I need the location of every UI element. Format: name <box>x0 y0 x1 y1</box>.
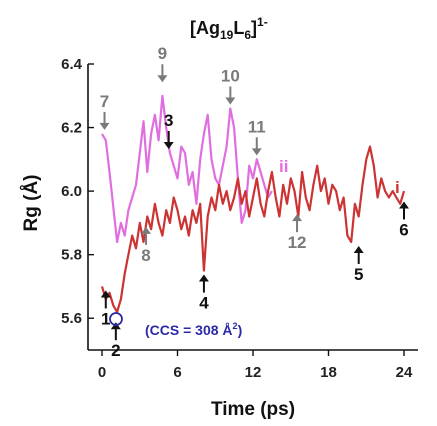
series-line-i <box>100 145 406 313</box>
y-tick-label: 5.6 <box>61 310 82 327</box>
ccs-label-close: ) <box>238 322 243 338</box>
annotation-2: 2 <box>110 322 121 360</box>
y-tick-label: 5.8 <box>61 247 82 264</box>
y-tick-label: 6.2 <box>61 120 82 137</box>
title-sub1: 19 <box>220 28 234 42</box>
annotation-1: 1 <box>100 290 111 328</box>
annotation-label: 3 <box>164 111 173 130</box>
y-tick-label: 6.0 <box>61 183 82 200</box>
title-sup: 1- <box>257 15 268 29</box>
series-label-ii: ii <box>279 157 288 176</box>
annotation-11: 11 <box>248 117 266 156</box>
title-end: ] <box>251 18 257 38</box>
chart-title: [Ag19L6]1- <box>190 15 268 42</box>
annotation-label: 9 <box>158 44 167 63</box>
annotation-label: 7 <box>100 92 109 111</box>
y-axis-title: Rg (Å) <box>21 175 42 232</box>
x-tick-label: 12 <box>245 364 262 381</box>
x-ticks: 0 6 12 18 24 <box>98 350 413 381</box>
x-axis-title: Time (ps) <box>211 399 295 420</box>
annotation-arrow-head <box>292 214 303 222</box>
ccs-label-sup: 2 <box>233 321 238 331</box>
annotation-3: 3 <box>163 111 174 149</box>
annotation-label: 4 <box>199 294 209 313</box>
annotation-10: 10 <box>221 66 240 105</box>
ccs-label-main: (CCS = 308 Å <box>145 322 233 338</box>
annotation-label: 1 <box>101 309 110 328</box>
series-line-ii <box>101 94 273 244</box>
series-label-i: i <box>395 178 400 197</box>
series-layer <box>100 94 406 313</box>
ccs-marker <box>109 312 123 326</box>
annotation-label: 5 <box>354 265 363 284</box>
annotation-arrow-head <box>353 245 364 253</box>
annotation-12: 12 <box>288 214 307 252</box>
annotation-arrow-head <box>225 97 236 105</box>
axes <box>87 64 418 351</box>
annotation-label: 12 <box>288 233 307 252</box>
title-base: [Ag <box>190 18 220 38</box>
annotation-6: 6 <box>399 201 409 239</box>
annotation-arrow-head <box>163 141 174 149</box>
x-tick-label: 18 <box>320 364 337 381</box>
y-tick-label: 6.4 <box>61 56 83 73</box>
annotation-7: 7 <box>99 92 110 130</box>
annotation-label: 6 <box>399 220 408 239</box>
annotation-arrow-head <box>100 290 111 298</box>
annotation-8: 8 <box>141 226 152 265</box>
annotation-label: 2 <box>111 341 120 360</box>
annotation-5: 5 <box>353 245 364 284</box>
annotation-arrow-head <box>141 226 152 234</box>
annotation-arrow-head <box>198 274 209 282</box>
title-mid: L <box>233 18 244 38</box>
annotation-arrow-head <box>251 148 262 156</box>
x-tick-label: 0 <box>98 364 106 381</box>
annotation-label: 11 <box>248 117 266 136</box>
ccs-label: (CCS = 308 Å2) <box>145 321 242 338</box>
annotation-label: 10 <box>221 66 240 85</box>
x-tick-label: 6 <box>173 364 181 381</box>
y-ticks: 5.6 5.8 6.0 6.2 6.4 <box>61 56 94 327</box>
annotation-arrow-head <box>399 201 409 209</box>
annotation-arrow-head <box>157 75 168 83</box>
x-tick-label: 24 <box>396 364 413 381</box>
title-sub2: 6 <box>244 28 251 42</box>
annotation-label: 8 <box>141 246 150 265</box>
annotation-9: 9 <box>157 44 168 83</box>
annotation-arrow-head <box>99 122 110 130</box>
annotation-4: 4 <box>198 274 209 313</box>
